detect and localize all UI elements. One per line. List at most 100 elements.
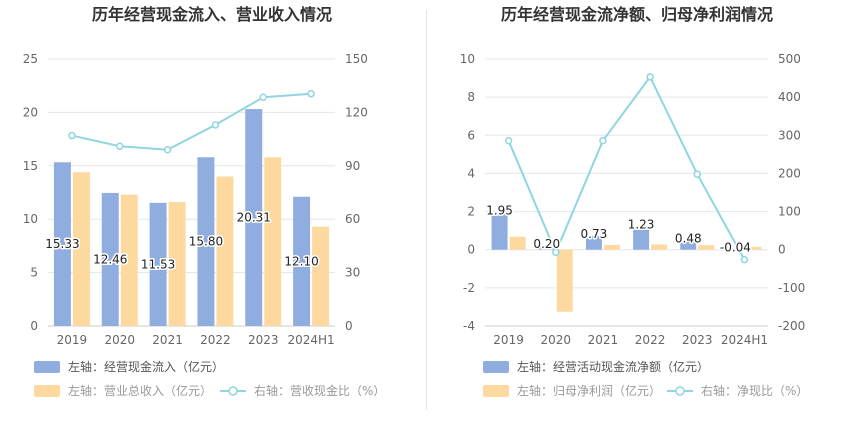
x-axis-tick-label: 2019	[57, 333, 88, 347]
bar-data-label: 1.23	[628, 217, 655, 231]
bar-data-label: 20.31	[237, 211, 271, 225]
line-series	[507, 75, 746, 261]
left-axis-tick-label: -2	[463, 281, 475, 295]
bar-data-label: 12.10	[284, 254, 318, 268]
legend-swatch	[675, 386, 685, 396]
bar-secondary	[698, 245, 715, 250]
bar-secondary	[264, 157, 282, 326]
x-axis-tick-label: 2021	[588, 333, 619, 347]
left-axis-tick-label: 8	[467, 90, 475, 104]
legend-swatch	[228, 386, 238, 396]
line-point	[693, 170, 701, 178]
left-axis-tick-label: 2	[467, 205, 475, 219]
right-axis-tick-label: 100	[778, 205, 801, 219]
legend-label: 右轴：净现比（%）	[701, 383, 808, 398]
x-axis-tick-label: 2022	[635, 333, 666, 347]
right-axis-tick-label: 120	[345, 105, 368, 119]
bar-primary	[149, 202, 167, 326]
chart-cash-inflow-revenue: 历年经营现金流入、营业收入情况 0 5 10 15 20 25 0 30 60 90 120 150 20…	[23, 5, 386, 398]
bar-primary	[680, 240, 697, 250]
legend-label: 左轴：归母净利润（亿元）	[517, 383, 661, 398]
x-axis-tick-label: 2020	[104, 333, 135, 347]
line-point	[504, 136, 513, 145]
bar-primary	[53, 162, 71, 326]
left-axis-tick-label: 4	[467, 166, 475, 180]
legend-swatch	[483, 385, 509, 397]
bar-primary	[585, 235, 602, 250]
left-axis-tick-label: 25	[23, 52, 38, 66]
left-axis-tick-label: 6	[467, 128, 475, 142]
left-axis-tick-label: 10	[460, 52, 475, 66]
x-axis-tick-label: 2023	[682, 333, 713, 347]
right-axis-tick-label: 90	[345, 159, 360, 173]
left-axis-tick-label: 0	[467, 243, 475, 257]
bar-secondary	[651, 244, 668, 250]
line-series	[71, 92, 312, 151]
line-point	[740, 255, 749, 264]
x-axis-tick-label: 2022	[200, 333, 231, 347]
left-axis-tick-label: 15	[23, 159, 38, 173]
bar-data-label: 0.20	[533, 237, 560, 251]
x-axis-tick-label: 2021	[152, 333, 183, 347]
bar-secondary	[603, 244, 620, 250]
bar-primary	[538, 245, 555, 250]
legend-label: 左轴：经营现金流入（亿元）	[68, 359, 224, 374]
right-axis-tick-label: 500	[778, 52, 801, 66]
right-axis-tick-label: 0	[778, 243, 786, 257]
line-point	[259, 93, 267, 102]
line-point	[116, 142, 124, 150]
line-point	[599, 136, 607, 145]
left-axis-tick-label: 0	[30, 319, 38, 333]
bar-primary	[101, 192, 119, 326]
x-axis-tick-label: 2023	[248, 333, 279, 347]
legend-swatch	[34, 361, 60, 373]
line-point	[307, 89, 315, 98]
left-axis-tick-label: -4	[463, 319, 475, 333]
bar-data-label: 0.73	[581, 227, 608, 241]
x-axis-tick-label: 2024H1	[287, 333, 334, 347]
bar-data-label: 1.95	[486, 204, 513, 218]
line-point	[211, 121, 220, 129]
bar-data-label: 11.53	[141, 257, 175, 271]
left-axis-tick-label: 10	[23, 212, 38, 226]
bar-data-label: 12.46	[93, 252, 127, 266]
bar-primary	[633, 226, 650, 250]
right-axis-tick-label: 400	[778, 90, 801, 104]
bar-data-label: 15.80	[189, 235, 223, 249]
line-point	[552, 248, 560, 257]
legend-label: 左轴：营业总收入（亿元）	[68, 383, 212, 398]
right-axis-tick-label: 0	[345, 319, 353, 333]
bar-primary	[491, 212, 508, 250]
line-point	[646, 73, 654, 81]
x-axis-tick-label: 2019	[493, 333, 524, 347]
legend-label: 右轴：营收现金比（%）	[254, 383, 385, 398]
right-axis-tick-label: 200	[778, 166, 801, 180]
bar-secondary	[168, 202, 186, 326]
right-axis-tick-label: 300	[778, 128, 801, 142]
bar-data-label: -0.04	[720, 241, 751, 255]
panel-divider	[426, 10, 427, 410]
bar-primary	[245, 109, 263, 326]
right-axis-tick-label: 60	[345, 212, 360, 226]
legend-swatch	[34, 385, 60, 397]
bar-secondary	[72, 172, 90, 326]
bar-secondary	[556, 249, 573, 312]
line-point	[163, 146, 172, 154]
line-point	[68, 131, 76, 140]
left-axis-tick-label: 20	[23, 105, 38, 119]
bar-secondary	[509, 236, 526, 250]
chart-title: 历年经营现金流入、营业收入情况	[92, 5, 332, 24]
x-axis-tick-label: 2020	[540, 333, 571, 347]
right-axis-tick-label: 150	[345, 52, 368, 66]
chart-net-cash-net-profit: 历年经营现金流净额、归母净利润情况 -4 -2 0 2 4 6 8 10 -200 -100 0 100…	[460, 5, 809, 398]
bar-data-label: 15.33	[45, 237, 79, 251]
chart-title: 历年经营现金流净额、归母净利润情况	[501, 5, 773, 24]
bar-secondary	[120, 194, 138, 326]
legend-label: 左轴：经营活动现金流净额（亿元）	[517, 359, 709, 374]
bar-data-label: 0.48	[675, 232, 702, 246]
bar-primary	[727, 249, 744, 251]
bar-primary	[197, 157, 215, 326]
bar-primary	[293, 196, 311, 326]
bar-secondary	[745, 246, 762, 250]
right-axis-tick-label: -200	[778, 319, 805, 333]
